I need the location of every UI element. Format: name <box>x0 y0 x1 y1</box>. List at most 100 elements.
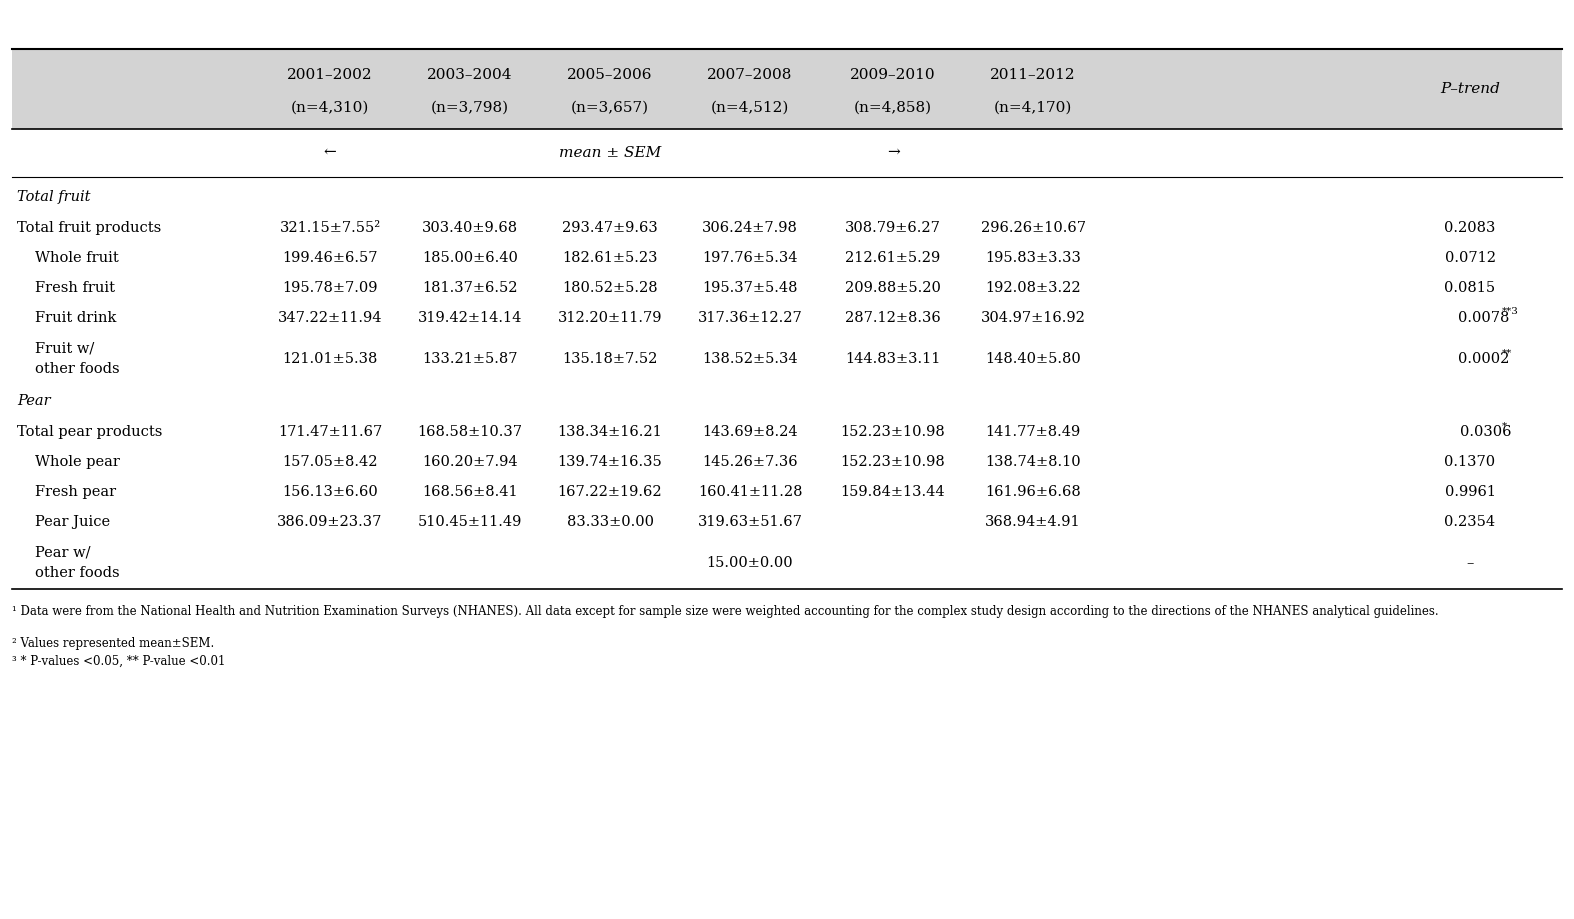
Text: 15.00±0.00: 15.00±0.00 <box>707 556 793 570</box>
Text: 197.76±5.34: 197.76±5.34 <box>702 251 798 265</box>
Text: 199.46±6.57: 199.46±6.57 <box>282 251 378 265</box>
Text: 135.18±7.52: 135.18±7.52 <box>562 352 658 366</box>
Text: (n=4,170): (n=4,170) <box>993 100 1072 114</box>
Text: 138.74±8.10: 138.74±8.10 <box>985 455 1081 469</box>
Text: 2009–2010: 2009–2010 <box>850 68 937 83</box>
Text: 2011–2012: 2011–2012 <box>990 68 1075 83</box>
Text: 304.97±16.92: 304.97±16.92 <box>981 311 1086 325</box>
Text: 168.56±8.41: 168.56±8.41 <box>422 485 518 499</box>
Text: 287.12±8.36: 287.12±8.36 <box>845 311 941 325</box>
Text: –: – <box>1467 556 1473 570</box>
Text: Fresh fruit: Fresh fruit <box>35 281 115 295</box>
Text: →: → <box>886 146 899 160</box>
Text: 317.36±12.27: 317.36±12.27 <box>697 311 803 325</box>
Text: 139.74±16.35: 139.74±16.35 <box>557 455 663 469</box>
Text: 306.24±7.98: 306.24±7.98 <box>702 221 798 235</box>
Text: ³ * P-values <0.05, ** P-value <0.01: ³ * P-values <0.05, ** P-value <0.01 <box>13 655 225 668</box>
Text: other foods: other foods <box>35 566 120 580</box>
Text: 160.41±11.28: 160.41±11.28 <box>697 485 803 499</box>
Text: 386.09±23.37: 386.09±23.37 <box>277 515 382 529</box>
Text: ² Values represented mean±SEM.: ² Values represented mean±SEM. <box>13 637 214 650</box>
Text: 308.79±6.27: 308.79±6.27 <box>845 221 941 235</box>
Text: 312.20±11.79: 312.20±11.79 <box>557 311 663 325</box>
Text: 168.58±10.37: 168.58±10.37 <box>417 425 523 439</box>
Text: 510.45±11.49: 510.45±11.49 <box>417 515 523 529</box>
Text: 138.52±5.34: 138.52±5.34 <box>702 352 798 366</box>
Text: 319.63±51.67: 319.63±51.67 <box>697 515 803 529</box>
Text: 212.61±5.29: 212.61±5.29 <box>845 251 941 265</box>
Text: (n=4,310): (n=4,310) <box>291 100 370 114</box>
Text: (n=4,512): (n=4,512) <box>711 100 789 114</box>
Text: 192.08±3.22: 192.08±3.22 <box>985 281 1081 295</box>
Text: 195.78±7.09: 195.78±7.09 <box>282 281 378 295</box>
Text: 160.20±7.94: 160.20±7.94 <box>422 455 518 469</box>
Text: 145.26±7.36: 145.26±7.36 <box>702 455 798 469</box>
Text: 0.0078: 0.0078 <box>1458 311 1509 325</box>
Text: 121.01±5.38: 121.01±5.38 <box>282 352 378 366</box>
Text: 144.83±3.11: 144.83±3.11 <box>845 352 941 366</box>
Text: 161.96±6.68: 161.96±6.68 <box>985 485 1081 499</box>
Text: *: * <box>1502 422 1508 430</box>
Text: 0.9961: 0.9961 <box>1445 485 1495 499</box>
Text: 133.21±5.87: 133.21±5.87 <box>422 352 518 366</box>
Text: 0.0002: 0.0002 <box>1458 352 1509 366</box>
Text: 180.52±5.28: 180.52±5.28 <box>562 281 658 295</box>
Text: ¹ Data were from the National Health and Nutrition Examination Surveys (NHANES).: ¹ Data were from the National Health and… <box>13 605 1439 618</box>
Text: 2007–2008: 2007–2008 <box>707 68 793 83</box>
Text: 368.94±4.91: 368.94±4.91 <box>985 515 1081 529</box>
Text: 159.84±13.44: 159.84±13.44 <box>841 485 946 499</box>
Text: 138.34±16.21: 138.34±16.21 <box>557 425 663 439</box>
Text: 157.05±8.42: 157.05±8.42 <box>282 455 378 469</box>
Text: 156.13±6.60: 156.13±6.60 <box>282 485 378 499</box>
Text: Whole pear: Whole pear <box>35 455 120 469</box>
Text: 171.47±11.67: 171.47±11.67 <box>279 425 382 439</box>
Text: (n=4,858): (n=4,858) <box>855 100 932 114</box>
Text: 0.0815: 0.0815 <box>1445 281 1495 295</box>
Text: Fruit w/: Fruit w/ <box>35 342 94 356</box>
Text: other foods: other foods <box>35 362 120 376</box>
Text: P–trend: P–trend <box>1440 82 1500 96</box>
Text: 195.37±5.48: 195.37±5.48 <box>702 281 798 295</box>
Text: 0.2354: 0.2354 <box>1445 515 1495 529</box>
Text: 2003–2004: 2003–2004 <box>427 68 513 83</box>
Text: 148.40±5.80: 148.40±5.80 <box>985 352 1081 366</box>
Text: 209.88±5.20: 209.88±5.20 <box>845 281 941 295</box>
Text: Fruit drink: Fruit drink <box>35 311 116 325</box>
Text: 296.26±10.67: 296.26±10.67 <box>981 221 1086 235</box>
Text: 347.22±11.94: 347.22±11.94 <box>277 311 382 325</box>
Text: **: ** <box>1502 348 1513 357</box>
Text: 167.22±19.62: 167.22±19.62 <box>557 485 663 499</box>
Bar <box>13 49 1561 129</box>
Text: 143.69±8.24: 143.69±8.24 <box>702 425 798 439</box>
Text: 2005–2006: 2005–2006 <box>567 68 653 83</box>
Text: 0.1370: 0.1370 <box>1445 455 1495 469</box>
Text: 0.2083: 0.2083 <box>1445 221 1495 235</box>
Text: Pear: Pear <box>17 394 50 408</box>
Text: Total fruit: Total fruit <box>17 190 90 204</box>
Text: 141.77±8.49: 141.77±8.49 <box>985 425 1081 439</box>
Text: 83.33±0.00: 83.33±0.00 <box>567 515 653 529</box>
Text: **3: **3 <box>1502 308 1519 316</box>
Text: 182.61±5.23: 182.61±5.23 <box>562 251 658 265</box>
Text: 185.00±6.40: 185.00±6.40 <box>422 251 518 265</box>
Text: Whole fruit: Whole fruit <box>35 251 118 265</box>
Text: Total pear products: Total pear products <box>17 425 162 439</box>
Text: 0.0306: 0.0306 <box>1461 425 1511 439</box>
Text: 152.23±10.98: 152.23±10.98 <box>841 425 946 439</box>
Text: 319.42±14.14: 319.42±14.14 <box>417 311 523 325</box>
Text: 181.37±6.52: 181.37±6.52 <box>422 281 518 295</box>
Text: ←: ← <box>324 146 337 160</box>
Text: mean ± SEM: mean ± SEM <box>559 146 661 160</box>
Text: 0.0712: 0.0712 <box>1445 251 1495 265</box>
Text: Total fruit products: Total fruit products <box>17 221 161 235</box>
Text: 293.47±9.63: 293.47±9.63 <box>562 221 658 235</box>
Text: 2001–2002: 2001–2002 <box>286 68 373 83</box>
Text: 195.83±3.33: 195.83±3.33 <box>985 251 1081 265</box>
Text: 321.15±7.55²: 321.15±7.55² <box>280 221 381 235</box>
Text: Fresh pear: Fresh pear <box>35 485 116 499</box>
Text: (n=3,798): (n=3,798) <box>431 100 508 114</box>
Text: 303.40±9.68: 303.40±9.68 <box>422 221 518 235</box>
Text: Pear w/: Pear w/ <box>35 546 90 560</box>
Text: 152.23±10.98: 152.23±10.98 <box>841 455 946 469</box>
Text: Pear Juice: Pear Juice <box>35 515 110 529</box>
